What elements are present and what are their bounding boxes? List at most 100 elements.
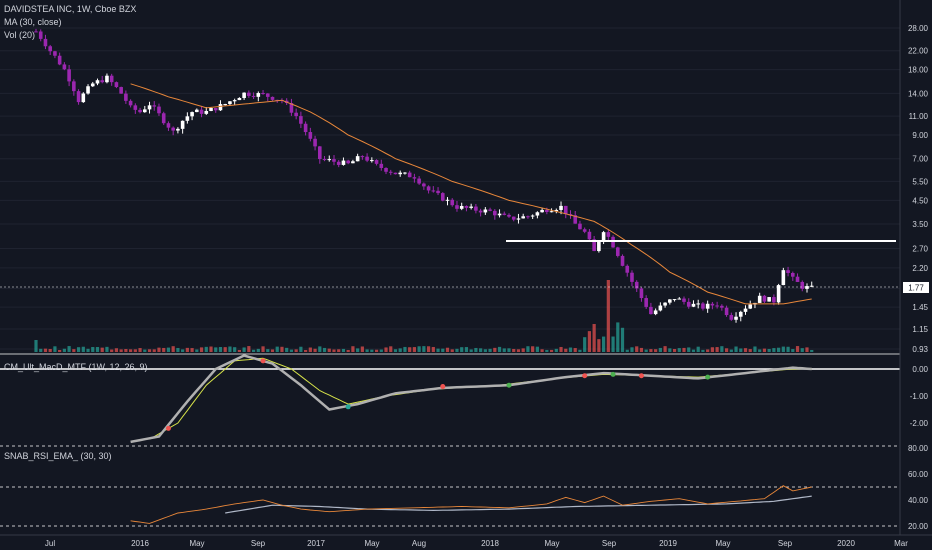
volume-bar: [58, 349, 62, 352]
candle-body: [223, 104, 227, 106]
volume-bar: [611, 336, 615, 352]
macd-cross-dot: [260, 358, 266, 364]
macd-tick-label: -2.00: [910, 419, 929, 428]
candle-body: [114, 82, 119, 88]
rsi-tick-label: 80.00: [908, 444, 929, 453]
volume-bar: [493, 347, 497, 352]
candle-body: [86, 86, 90, 94]
volume-bar: [337, 349, 341, 352]
candle-body: [743, 308, 748, 312]
volume-bar: [436, 348, 440, 352]
candle-body: [38, 31, 43, 39]
volume-bar: [540, 349, 544, 352]
volume-bar: [748, 349, 752, 352]
time-tick-label: May: [544, 539, 559, 548]
volume-bar: [384, 347, 388, 352]
volume-bar: [635, 346, 639, 352]
candle-body: [133, 105, 138, 110]
price-tick-label: 1.45: [912, 303, 928, 312]
volume-bar: [105, 346, 109, 352]
volume-bar: [294, 349, 298, 352]
candle-body: [554, 209, 559, 212]
candle-body: [445, 199, 450, 201]
macd-cross-dot: [638, 373, 644, 379]
rsi-line: [130, 485, 812, 524]
volume-legend[interactable]: Vol (20): [4, 30, 36, 40]
volume-bar: [531, 346, 535, 352]
volume-bar: [346, 349, 350, 352]
candle-body: [204, 110, 209, 114]
time-tick-label: Jul: [45, 539, 55, 548]
candle-body: [587, 231, 592, 240]
candle-body: [582, 229, 587, 232]
candle-body: [355, 156, 360, 162]
candle-body: [658, 305, 663, 311]
volume-bar: [507, 348, 511, 352]
candle-body: [138, 109, 142, 113]
candle-body: [440, 193, 445, 201]
volume-bar: [559, 346, 563, 352]
volume-bar: [218, 346, 223, 352]
candle-body: [185, 116, 190, 121]
candle-body: [672, 299, 677, 301]
candle-body: [540, 209, 544, 213]
candle-body: [597, 241, 601, 252]
candle-body: [152, 105, 157, 107]
candle-body: [691, 303, 696, 307]
ma-legend[interactable]: MA (30, close): [4, 17, 62, 27]
volume-bar: [204, 346, 208, 352]
candle-body: [545, 209, 549, 213]
candle-body: [791, 272, 795, 277]
candle-body: [781, 270, 786, 286]
price-tick-label: 4.50: [912, 196, 928, 205]
volume-bar: [322, 347, 327, 352]
volume-bar: [578, 349, 582, 352]
candle-body: [417, 178, 421, 184]
macd-legend[interactable]: CM_Ult_MacD_MTF (1W, 12, 26, 9): [4, 362, 148, 372]
price-tick-label: 28.00: [908, 24, 929, 33]
candle-body: [43, 38, 48, 47]
volume-bar: [360, 346, 364, 352]
candle-body: [327, 159, 332, 161]
symbol-legend[interactable]: DAVIDSTEA INC, 1W, Cboe BZX: [4, 4, 137, 14]
candle-body: [478, 210, 483, 213]
price-tick-label: 3.50: [912, 220, 928, 229]
volume-bar: [526, 346, 530, 352]
macd-tick-label: -1.00: [910, 392, 929, 401]
volume-bar: [781, 346, 785, 352]
volume-bar: [114, 348, 119, 352]
candle-body: [644, 298, 648, 307]
volume-bar: [147, 349, 152, 352]
volume-bar: [171, 346, 175, 352]
candle-body: [474, 206, 478, 211]
rsi-legend[interactable]: SNAB_RSI_EMA_ (30, 30): [4, 451, 112, 461]
candle-body: [497, 213, 502, 216]
volume-bar: [474, 347, 478, 352]
candle-body: [724, 307, 729, 316]
candle-body: [729, 315, 734, 320]
candle-body: [502, 213, 507, 215]
volume-bar: [100, 347, 104, 352]
volume-bar: [734, 346, 738, 352]
volume-bar: [715, 347, 719, 352]
volume-bar: [426, 346, 431, 352]
candle-body: [34, 31, 38, 33]
price-axis[interactable]: 28.00 22.00 18.00 14.00 11.00 9.00 7.00 5.50 4.5…: [908, 24, 929, 531]
candle-body: [459, 205, 464, 209]
volume-bar: [805, 347, 809, 352]
candle-body: [365, 156, 369, 161]
price-candles: [34, 28, 814, 323]
volume-bar: [247, 346, 251, 352]
candle-body: [48, 46, 52, 52]
candle-body: [530, 215, 535, 217]
volume-bar: [91, 346, 95, 352]
volume-bar: [620, 327, 625, 352]
time-axis[interactable]: Jul 2016 May Sep 2017 May Aug 2018 May Sep 2019 May…: [45, 539, 908, 548]
candle-body: [142, 109, 147, 113]
volume-bar: [549, 349, 554, 352]
candle-body: [767, 297, 771, 302]
volume-bar: [162, 347, 166, 352]
volume-bar: [313, 348, 317, 352]
macd-cross-dot: [345, 404, 351, 410]
